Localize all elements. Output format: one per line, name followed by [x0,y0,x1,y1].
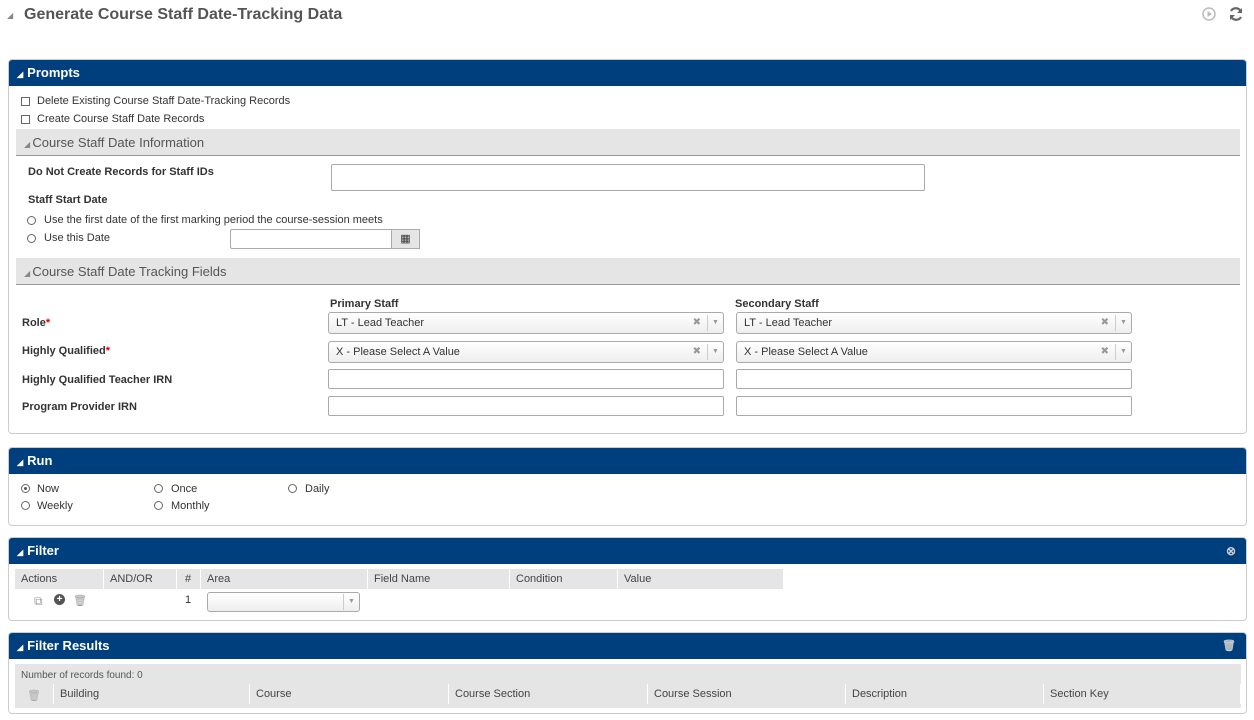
run-once-radio[interactable] [154,484,163,493]
run-daily-radio[interactable] [288,484,297,493]
copy-icon[interactable]: ⧉ [34,594,43,608]
records-count: Number of records found: 0 [21,670,143,681]
run-now-radio[interactable] [21,484,30,493]
staff-ids-input[interactable] [331,164,925,191]
trash-icon[interactable]: 🗑 [27,690,41,702]
col-section-key[interactable]: Section Key [1044,684,1241,704]
role-label: Role* [22,317,51,329]
run-header[interactable]: ◢ Run [9,448,1246,474]
col-description[interactable]: Description [846,684,1044,704]
calendar-icon[interactable]: ▦ [391,229,420,249]
page-title: Generate Course Staff Date-Tracking Data [24,6,343,23]
hq-secondary-select[interactable]: X - Please Select A Value ✖ ▼ [736,341,1132,363]
ppi-secondary-input[interactable] [736,396,1132,416]
chevron-down-icon: ▼ [707,344,723,360]
play-circle-icon[interactable] [1202,7,1216,21]
add-icon[interactable]: + [54,594,65,605]
create-records-checkbox[interactable] [21,115,30,124]
chevron-down-icon: ▼ [1115,344,1131,360]
run-panel: ◢ Run Now Once Daily Weekly Monthly [8,447,1247,526]
prompts-header[interactable]: ◢ Prompts [9,60,1246,86]
chevron-down-icon: ▼ [343,594,359,610]
run-weekly-label: Weekly [37,500,73,512]
hq-label: Highly Qualified* [22,345,111,357]
filter-panel: ◢ Filter ⊗ Actions AND/OR # Area Field Na… [8,537,1247,621]
run-monthly-label: Monthly [171,500,210,512]
col-value: Value [618,569,784,589]
col-condition: Condition [510,569,618,589]
run-monthly-radio[interactable] [154,501,163,510]
clear-icon: ✖ [692,317,701,328]
run-now-label: Now [37,483,60,495]
ppi-label: Program Provider IRN [22,401,137,413]
create-records-label: Create Course Staff Date Records [37,113,205,125]
fields-section-header[interactable]: ◢ Course Staff Date Tracking Fields [16,258,1240,285]
role-secondary-select[interactable]: LT - Lead Teacher ✖ ▼ [736,312,1132,334]
role-primary-select[interactable]: LT - Lead Teacher ✖ ▼ [328,312,724,334]
run-once-label: Once [171,483,198,495]
col-field-name: Field Name [368,569,510,589]
info-section-title: Course Staff Date Information [32,135,205,150]
primary-staff-heading: Primary Staff [330,298,399,310]
results-title: Filter Results [27,638,110,653]
run-weekly-radio[interactable] [21,501,30,510]
run-daily-label: Daily [305,483,330,495]
row-number: 1 [185,594,192,606]
fields-section-title: Course Staff Date Tracking Fields [32,264,227,279]
trash-icon[interactable]: 🗑 [73,595,87,607]
hqt-irn-secondary-input[interactable] [736,369,1132,389]
area-select[interactable]: ▼ [207,592,360,612]
hq-primary-select[interactable]: X - Please Select A Value ✖ ▼ [328,341,724,363]
delete-records-checkbox[interactable] [21,97,30,106]
clear-icon: ✖ [692,346,701,357]
clear-icon: ✖ [1100,346,1109,357]
results-header[interactable]: ◢ Filter Results 🗑 [9,633,1246,659]
clear-icon: ✖ [1100,317,1109,328]
run-title: Run [27,453,53,468]
hqt-irn-label: Highly Qualified Teacher IRN [22,374,173,386]
first-date-radio[interactable] [27,216,36,225]
prompts-title: Prompts [27,65,80,80]
col-course-section[interactable]: Course Section [449,684,648,704]
collapse-icon[interactable]: ◢ [7,11,14,20]
filter-results-panel: ◢ Filter Results 🗑 Number of records foun… [8,632,1247,714]
this-date-radio[interactable] [27,234,36,243]
col-course-session[interactable]: Course Session [648,684,846,704]
this-date-label: Use this Date [44,232,111,244]
prompts-panel: ◢ Prompts Delete Existing Course Staff Da… [8,59,1247,434]
col-course[interactable]: Course [250,684,449,704]
results-table: Number of records found: 0 🗑 Building Co… [15,664,1241,708]
info-section-header[interactable]: ◢ Course Staff Date Information [16,129,1240,156]
chevron-down-icon: ▼ [1115,315,1131,331]
filter-header[interactable]: ◢ Filter ⊗ [9,538,1246,564]
hqt-irn-primary-input[interactable] [328,369,724,389]
clear-filter-icon[interactable]: ⊗ [1225,544,1236,558]
chevron-down-icon: ▼ [707,315,723,331]
delete-records-label: Delete Existing Course Staff Date-Tracki… [37,95,291,107]
col-building[interactable]: Building [53,684,250,704]
secondary-staff-heading: Secondary Staff [735,298,819,310]
refresh-icon[interactable] [1228,6,1244,22]
ppi-primary-input[interactable] [328,396,724,416]
no-create-label: Do Not Create Records for Staff IDs [28,166,214,178]
col-andor: AND/OR [104,569,177,589]
col-actions: Actions [15,569,104,589]
trash-icon[interactable]: 🗑 [1222,640,1236,652]
col-number: # [177,569,201,589]
start-date-label: Staff Start Date [28,194,108,206]
filter-title: Filter [27,543,59,558]
first-date-label: Use the first date of the first marking … [44,214,383,226]
col-area: Area [201,569,368,589]
